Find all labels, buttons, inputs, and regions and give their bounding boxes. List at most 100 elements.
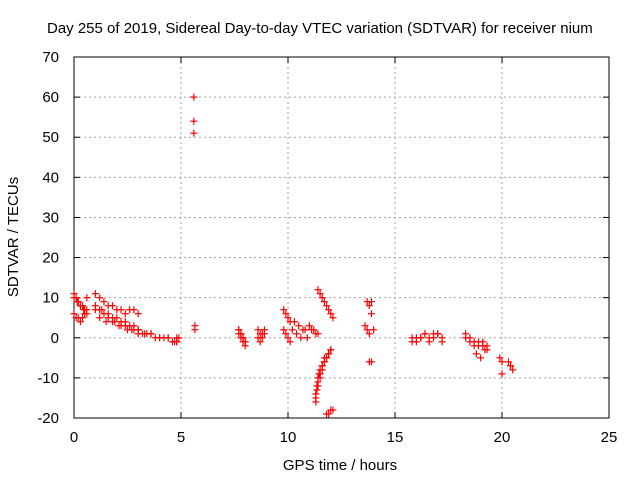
x-tick-label: 15	[387, 429, 404, 446]
data-point	[327, 310, 335, 318]
data-point	[79, 314, 87, 322]
data-point	[408, 338, 416, 346]
data-point	[297, 334, 305, 342]
data-point	[91, 290, 99, 298]
data-point	[316, 290, 324, 298]
data-point	[481, 346, 489, 354]
data-point	[425, 334, 433, 342]
data-point	[190, 117, 198, 125]
data-point	[474, 342, 482, 350]
data-point	[329, 314, 337, 322]
data-point	[318, 362, 326, 370]
data-point	[325, 306, 333, 314]
y-tick-label: 50	[42, 129, 59, 146]
data-point	[325, 350, 333, 358]
data-point	[367, 298, 375, 306]
data-point	[96, 294, 104, 302]
plot-frame	[73, 56, 610, 419]
y-tick-label: 40	[42, 169, 59, 186]
data-point	[290, 318, 298, 326]
y-axis-ticks: -20 -10 0 10 20 30 40 50 60 70	[37, 49, 609, 427]
data-point	[293, 330, 301, 338]
data-point	[370, 326, 378, 334]
data-point	[104, 314, 112, 322]
data-point	[509, 366, 517, 374]
y-tick-label: 30	[42, 209, 59, 226]
data-point	[121, 322, 129, 330]
data-point	[313, 386, 321, 394]
data-point	[472, 350, 480, 358]
y-tick-label: 0	[51, 330, 59, 347]
data-point	[466, 334, 474, 342]
data-point	[438, 338, 446, 346]
y-tick-label: 60	[42, 89, 59, 106]
data-point	[70, 310, 78, 318]
data-point	[314, 286, 322, 294]
y-tick-label: 70	[42, 49, 59, 66]
data-point	[254, 334, 262, 342]
data-point	[280, 326, 288, 334]
data-point	[365, 330, 373, 338]
chart-title: Day 255 of 2019, Sidereal Day-to-day VTE…	[47, 20, 593, 37]
data-point	[462, 330, 470, 338]
data-point	[100, 298, 108, 306]
data-point	[164, 334, 172, 342]
x-tick-label: 25	[601, 429, 618, 446]
grid	[74, 57, 609, 418]
data-point	[312, 330, 320, 338]
data-point	[109, 318, 117, 326]
data-point	[73, 298, 81, 306]
x-tick-label: 20	[494, 429, 511, 446]
data-point	[96, 314, 104, 322]
data-point	[237, 330, 245, 338]
data-point	[76, 318, 84, 326]
data-point	[235, 326, 243, 334]
data-point	[83, 294, 91, 302]
data-point	[109, 302, 117, 310]
data-point	[507, 362, 515, 370]
y-tick-label: -10	[37, 370, 59, 387]
data-point	[367, 310, 375, 318]
data-point	[115, 322, 123, 330]
y-tick-label: -20	[37, 410, 59, 427]
data-point	[361, 322, 369, 330]
data-point	[113, 314, 121, 322]
data-point	[128, 326, 136, 334]
data-point	[434, 330, 442, 338]
data-point	[498, 358, 506, 366]
data-points	[70, 93, 517, 418]
data-point	[286, 338, 294, 346]
x-axis-ticks: 0 5 10 15 20 25	[70, 57, 618, 446]
data-point	[83, 310, 91, 318]
data-point	[98, 306, 106, 314]
data-point	[80, 306, 88, 314]
data-point	[91, 302, 99, 310]
data-point	[479, 338, 487, 346]
data-point	[76, 302, 84, 310]
data-point	[121, 310, 129, 318]
data-point	[102, 318, 110, 326]
data-point	[314, 378, 322, 386]
data-point	[241, 338, 249, 346]
data-point	[239, 334, 247, 342]
data-point	[190, 93, 198, 101]
x-tick-label: 5	[177, 429, 185, 446]
data-point	[284, 314, 292, 322]
data-point	[365, 302, 373, 310]
x-tick-label: 10	[280, 429, 297, 446]
data-point	[134, 310, 142, 318]
data-point	[496, 354, 504, 362]
data-point	[299, 326, 307, 334]
data-point	[320, 298, 328, 306]
data-point	[258, 330, 266, 338]
data-point	[70, 294, 78, 302]
data-point	[147, 330, 155, 338]
data-point	[303, 334, 311, 342]
data-point	[308, 326, 316, 334]
data-point	[417, 334, 425, 342]
data-point	[329, 406, 337, 414]
data-point	[305, 322, 313, 330]
data-point	[504, 358, 512, 366]
x-axis-label: GPS time / hours	[283, 457, 397, 474]
data-point	[130, 306, 138, 314]
